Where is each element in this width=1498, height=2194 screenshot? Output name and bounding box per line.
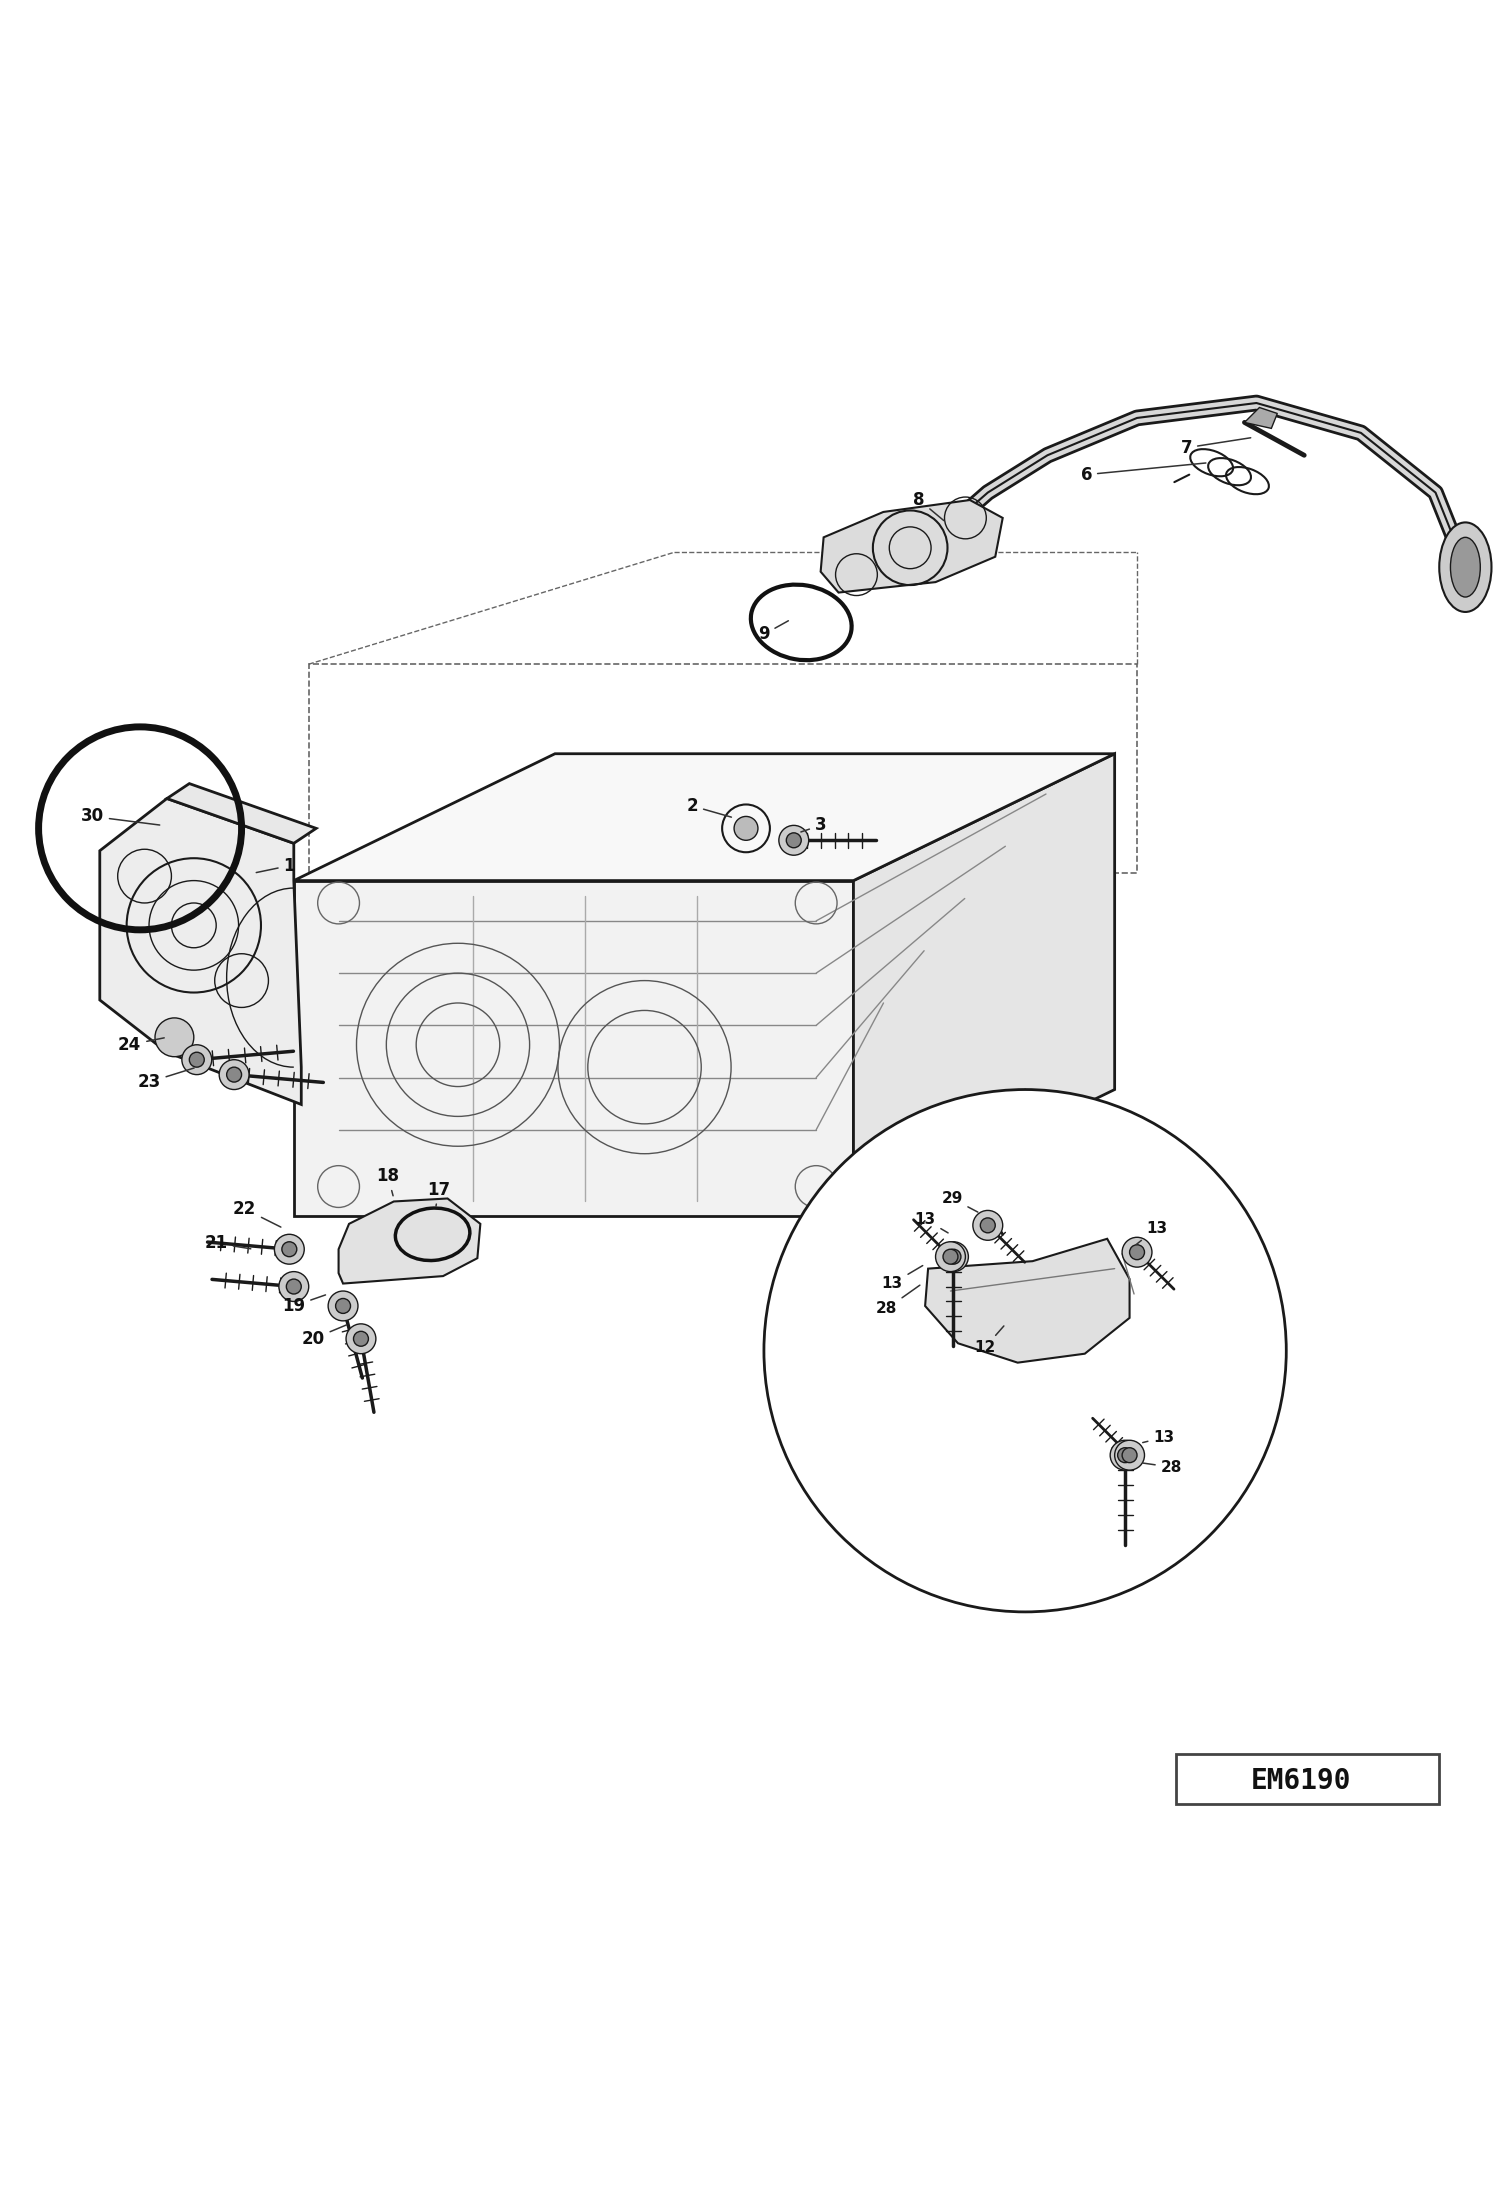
Text: 12: 12 [974, 1325, 1004, 1356]
FancyBboxPatch shape [1176, 1753, 1438, 1803]
Text: 29: 29 [941, 1191, 978, 1211]
Circle shape [944, 1248, 957, 1264]
Circle shape [1118, 1448, 1132, 1463]
Circle shape [786, 834, 801, 847]
Text: 13: 13 [1135, 1220, 1167, 1244]
Circle shape [336, 1299, 351, 1314]
Circle shape [282, 1242, 297, 1257]
Text: 18: 18 [376, 1167, 400, 1196]
Text: 19: 19 [282, 1294, 325, 1314]
Polygon shape [294, 755, 1115, 880]
Text: 28: 28 [876, 1286, 920, 1316]
Text: 17: 17 [427, 1180, 449, 1207]
Circle shape [189, 1053, 204, 1066]
Circle shape [947, 1248, 960, 1264]
Text: 9: 9 [758, 621, 788, 643]
Circle shape [939, 1242, 968, 1273]
Text: 8: 8 [914, 491, 944, 520]
Polygon shape [854, 755, 1115, 1215]
Ellipse shape [1440, 522, 1492, 612]
Circle shape [354, 1332, 369, 1347]
Circle shape [328, 1290, 358, 1321]
Circle shape [936, 1242, 965, 1273]
Circle shape [274, 1235, 304, 1264]
Polygon shape [926, 1154, 969, 1215]
Text: 13: 13 [882, 1266, 923, 1290]
Circle shape [1122, 1448, 1137, 1463]
Circle shape [764, 1090, 1287, 1613]
Text: 7: 7 [1180, 439, 1251, 456]
Circle shape [1129, 1244, 1144, 1259]
Polygon shape [166, 783, 316, 842]
Text: 30: 30 [81, 807, 160, 825]
Circle shape [1115, 1439, 1144, 1470]
Circle shape [219, 1060, 249, 1090]
Polygon shape [926, 1240, 1129, 1362]
Circle shape [779, 825, 809, 856]
Circle shape [734, 816, 758, 840]
Circle shape [1122, 1237, 1152, 1268]
Polygon shape [821, 500, 1002, 592]
Circle shape [346, 1323, 376, 1354]
Text: 13: 13 [1143, 1430, 1174, 1446]
Ellipse shape [1450, 538, 1480, 597]
Polygon shape [100, 799, 301, 1104]
Polygon shape [294, 880, 854, 1215]
Text: 28: 28 [1143, 1459, 1182, 1474]
Text: 24: 24 [118, 1036, 165, 1053]
Text: 13: 13 [915, 1211, 948, 1233]
Text: 6: 6 [1080, 463, 1206, 483]
Circle shape [1110, 1439, 1140, 1470]
Circle shape [286, 1279, 301, 1294]
Circle shape [226, 1066, 241, 1082]
Polygon shape [339, 1198, 481, 1283]
Circle shape [980, 1218, 995, 1233]
Text: 20: 20 [301, 1325, 346, 1347]
Circle shape [279, 1273, 309, 1301]
Text: 3: 3 [801, 816, 827, 834]
Text: 23: 23 [138, 1068, 195, 1090]
Circle shape [181, 1044, 211, 1075]
Text: 21: 21 [205, 1235, 250, 1253]
Text: 1: 1 [256, 856, 295, 875]
Polygon shape [1245, 408, 1278, 428]
Circle shape [972, 1211, 1002, 1240]
Text: 2: 2 [686, 796, 731, 816]
Text: 22: 22 [232, 1200, 280, 1226]
Text: EM6190: EM6190 [1251, 1766, 1351, 1795]
Circle shape [154, 1018, 193, 1058]
